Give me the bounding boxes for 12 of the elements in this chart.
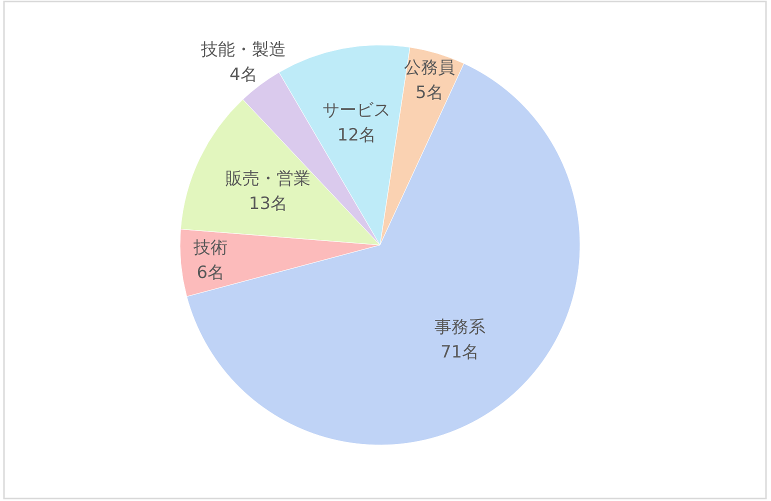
slice-label: 技術: [192, 238, 228, 258]
slice-label: 事務系: [434, 317, 486, 338]
data-label: 6名: [196, 262, 225, 283]
data-label: 4名: [229, 64, 258, 85]
slice-label: 公務員: [404, 58, 455, 78]
data-label: 71名: [440, 342, 480, 362]
data-label: 12名: [337, 126, 376, 146]
data-label: 13名: [248, 194, 288, 214]
slice-label: サービス: [322, 100, 391, 121]
data-label: 5名: [415, 82, 444, 103]
slice-label: 技能・製造: [200, 40, 286, 60]
slice-label: 販売・営業: [226, 168, 311, 189]
